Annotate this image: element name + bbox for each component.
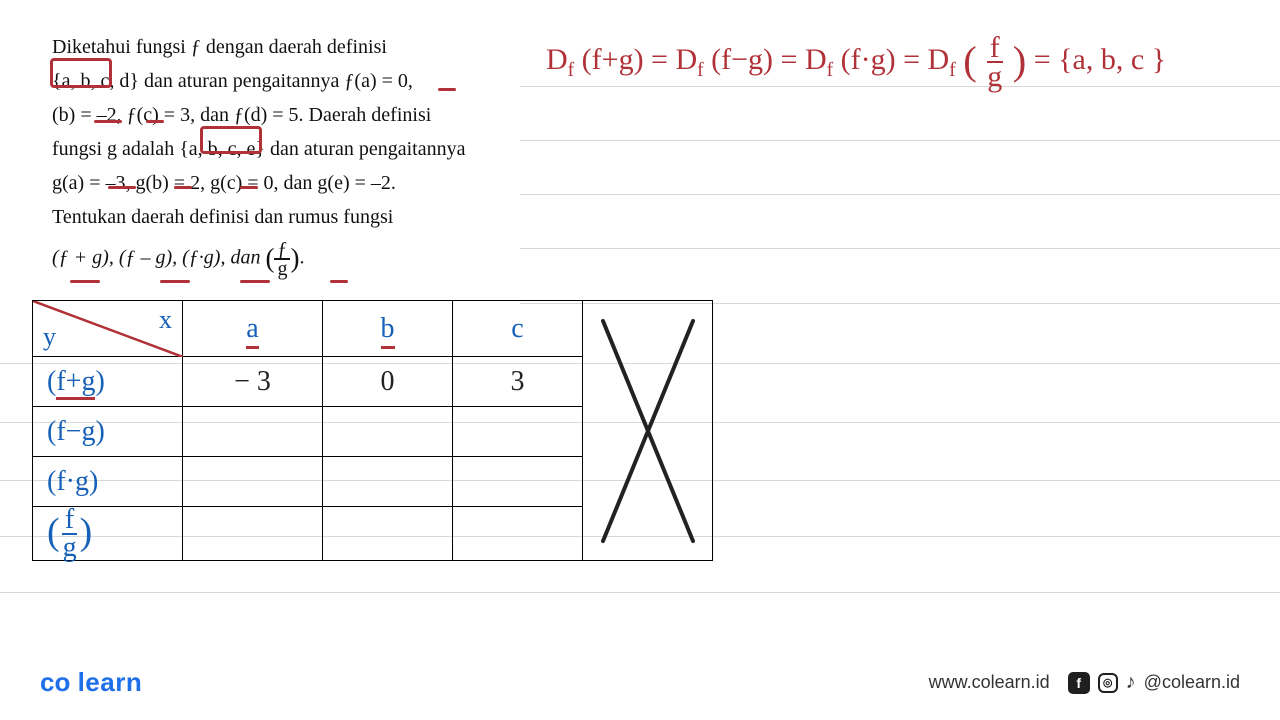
red-underline-annotation [70,280,100,283]
red-underline-annotation [108,186,136,189]
problem-line: (ƒ + g), (ƒ – g), (ƒ·g), dan (ƒg). [52,240,500,278]
table-cell [183,457,323,507]
red-underline-annotation [240,186,258,189]
table-column-header: b [323,301,453,357]
footer: co learn www.colearn.id f ◎ ♪ @colearn.i… [40,667,1240,698]
red-underline-annotation [240,280,270,283]
social-icons: f ◎ ♪ @colearn.id [1068,671,1240,694]
table-row-header: (f·g) [33,457,183,507]
table-column-header: a [183,301,323,357]
problem-line: {a, b, c, d} dan aturan pengaitannya ƒ(a… [52,64,500,98]
footer-right: www.colearn.id f ◎ ♪ @colearn.id [929,671,1240,694]
table-cell: 0 [323,357,453,407]
table-cell [453,457,583,507]
red-underline-annotation [174,186,192,189]
table-column-header [583,301,713,561]
table-column-header: c [453,301,583,357]
function-values-table: x yabc (f+g)− 303 (f−g)(f·g)(fg) [32,300,713,561]
logo-co: co [40,667,70,697]
problem-line: fungsi g adalah {a, b, c, e} dan aturan … [52,132,500,166]
red-underline-annotation [146,120,164,123]
table-row-header: (fg) [33,507,183,561]
red-underline-annotation [330,280,348,283]
table-row-header: (f−g) [33,407,183,457]
problem-statement: Diketahui fungsi ƒ dengan daerah definis… [52,30,500,278]
domain-equation-handwriting: Df (f+g) = Df (f−g) = Df (f·g) = Df ( fg… [546,34,1166,90]
table-cell: 3 [453,357,583,407]
table-cell [323,407,453,457]
logo-dot [70,667,77,697]
table-cell [323,457,453,507]
red-underline-annotation [438,88,456,91]
table-cell [323,507,453,561]
footer-url: www.colearn.id [929,672,1050,693]
facebook-icon: f [1068,672,1090,694]
tiktok-icon: ♪ [1126,671,1136,694]
table-row-header: (f+g) [33,357,183,407]
work-table: x yabc (f+g)− 303 (f−g)(f·g)(fg) [32,300,713,561]
problem-line: (b) = –2, ƒ(c) = 3, dan ƒ(d) = 5. Daerah… [52,98,500,132]
instagram-icon: ◎ [1098,673,1118,693]
table-cell: − 3 [183,357,323,407]
table-corner-xy: x y [33,301,183,357]
table-cell [453,407,583,457]
red-box-annotation [200,126,262,154]
red-box-annotation [50,58,112,88]
problem-line: Diketahui fungsi ƒ dengan daerah definis… [52,30,500,64]
brand-logo: co learn [40,667,142,698]
red-underline-annotation [94,120,122,123]
red-underline-annotation [160,280,190,283]
table-cell [183,407,323,457]
table-cell [183,507,323,561]
logo-learn: learn [78,667,143,697]
problem-line: Tentukan daerah definisi dan rumus fungs… [52,200,500,234]
problem-line: g(a) = –3, g(b) = 2, g(c) = 0, dan g(e) … [52,166,500,200]
footer-handle: @colearn.id [1144,672,1240,693]
table-cell [453,507,583,561]
